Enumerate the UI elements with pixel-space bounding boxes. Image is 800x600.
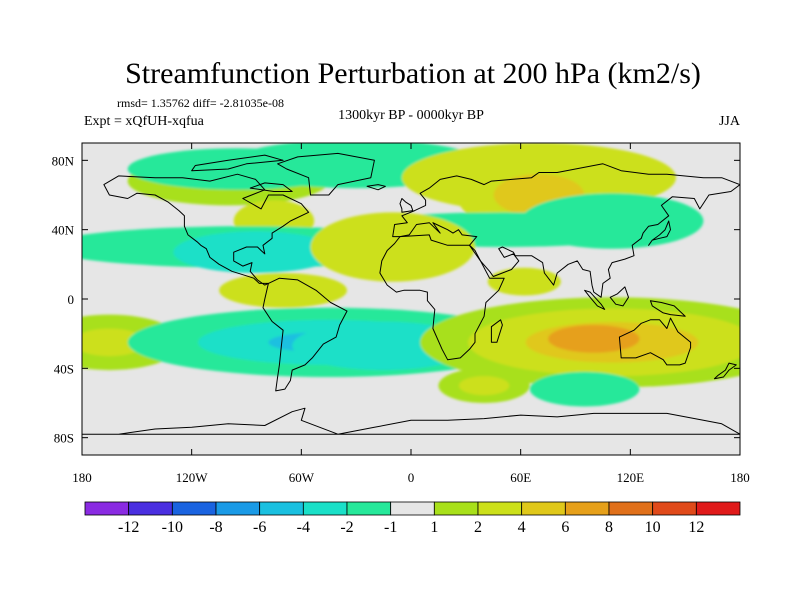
- y-tick-label: 40N: [52, 223, 75, 238]
- coastline-path: [648, 220, 671, 246]
- coastline-path: [249, 182, 293, 192]
- rmsd-stats: rmsd= 1.35762 diff= -2.81035e-08: [117, 96, 284, 110]
- colorbar-swatch: [695, 501, 741, 516]
- colorbar-label: 2: [474, 519, 482, 536]
- coastline-path: [191, 154, 284, 172]
- x-axis: 180 120W 60W 0 60E 120E 180: [72, 143, 750, 485]
- y-axis: 80N 40N 0 40S 80S: [52, 153, 740, 446]
- coastline-path: [262, 277, 348, 392]
- colorbar-swatch: [521, 501, 566, 516]
- period-label: 1300kyr BP - 0000kyr BP: [338, 108, 484, 123]
- anomaly-contour: [458, 376, 510, 396]
- colorbar-label: -12: [118, 519, 139, 536]
- x-tick-label: 0: [408, 470, 415, 485]
- coastline-path: [366, 184, 386, 191]
- x-tick-label: 120E: [617, 470, 645, 485]
- colorbar-swatch: [564, 501, 610, 516]
- coastline-path: [392, 163, 740, 298]
- colorbar-label: -8: [209, 519, 222, 536]
- coastline-path: [399, 198, 414, 213]
- colorbar-swatch: [346, 501, 392, 516]
- anomaly-contour: [548, 325, 640, 353]
- colorbar-swatch: [477, 501, 523, 516]
- coastline-path: [277, 152, 375, 196]
- coastline-path: [609, 286, 629, 307]
- colorbar-swatch: [171, 501, 217, 516]
- anomaly-field: [82, 143, 740, 407]
- coastline-path: [713, 362, 737, 380]
- y-tick-label: 80S: [54, 431, 74, 446]
- colorbar-swatch: [215, 501, 261, 516]
- colorbar-swatch: [302, 501, 348, 516]
- colorbar-label: 8: [605, 519, 613, 536]
- anomaly-contour: [339, 224, 447, 270]
- map-panel: [81, 142, 741, 456]
- colorbar-label: -6: [253, 519, 266, 536]
- y-tick-label: 40S: [54, 361, 74, 376]
- anomaly-contour: [244, 279, 322, 301]
- anomaly-contour: [520, 193, 704, 249]
- colorbar-label: 10: [645, 519, 661, 536]
- coastline-path: [649, 300, 686, 317]
- coastline-path: [618, 317, 692, 366]
- colorbar-swatch: [259, 501, 304, 516]
- colorbar-label: -10: [162, 519, 183, 536]
- x-tick-label: 60W: [289, 470, 315, 485]
- season-label: JJA: [719, 114, 741, 129]
- colorbar: -12 -10 -8 -6 -4 -2 -1 1 2 4 6 8 10 12: [84, 501, 741, 536]
- coastline-path: [584, 289, 606, 310]
- colorbar-swatch: [433, 501, 479, 516]
- y-tick-label: 0: [68, 292, 75, 307]
- y-tick-label: 80N: [52, 153, 75, 168]
- x-tick-label: 180: [730, 470, 750, 485]
- coastline-path: [379, 234, 505, 361]
- coastlines: [82, 152, 740, 435]
- colorbar-swatch: [608, 501, 654, 516]
- colorbar-swatch: [84, 501, 130, 516]
- colorbar-label: -1: [384, 519, 397, 536]
- colorbar-label: 6: [561, 519, 569, 536]
- anomaly-contour: [529, 371, 640, 407]
- coastline-path: [103, 173, 310, 286]
- coastline-path: [82, 407, 740, 435]
- colorbar-swatch: [128, 501, 173, 516]
- colorbar-label: -4: [297, 519, 310, 536]
- colorbar-swatch: [390, 501, 435, 516]
- coastline-path: [490, 319, 503, 343]
- colorbar-label: 12: [688, 519, 704, 536]
- colorbar-label: 1: [430, 519, 438, 536]
- colorbar-label: -2: [340, 519, 353, 536]
- colorbar-swatch: [652, 501, 697, 516]
- x-tick-label: 180: [72, 470, 92, 485]
- anomaly-contour: [82, 328, 146, 357]
- x-tick-label: 120W: [176, 470, 209, 485]
- colorbar-label: 4: [518, 519, 526, 536]
- x-tick-label: 60E: [510, 470, 531, 485]
- chart-title: Streamfunction Perturbation at 200 hPa (…: [125, 57, 701, 90]
- experiment-label: Expt = xQfUH-xqfua: [84, 114, 205, 129]
- anomaly-contour: [214, 241, 297, 263]
- anomaly-contour: [487, 267, 561, 296]
